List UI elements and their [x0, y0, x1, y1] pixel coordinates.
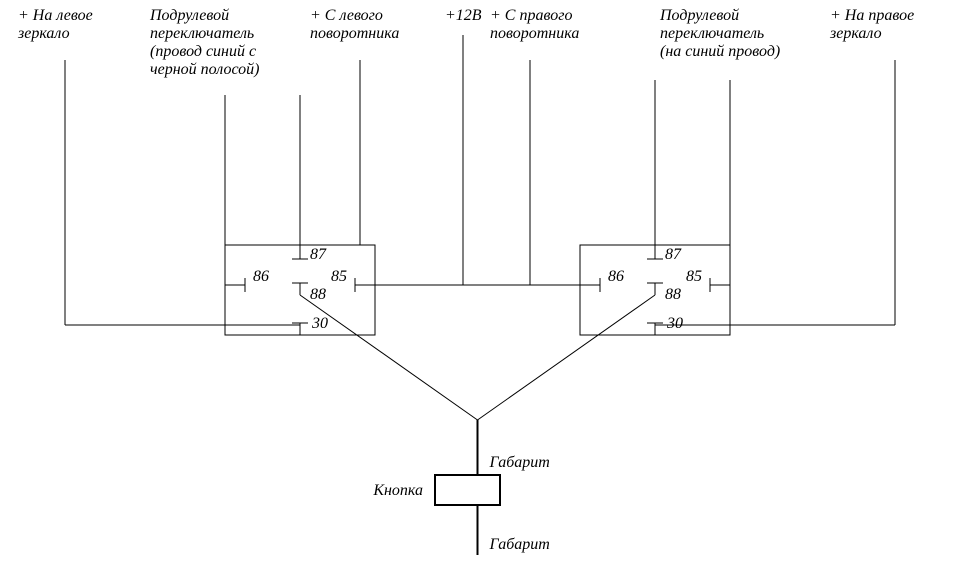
- relay-left-pin87: 87: [310, 246, 327, 263]
- relay-right-pin85: 85: [686, 268, 702, 285]
- label-stalk-left: переключатель: [150, 25, 254, 42]
- relay-left-pin85: 85: [331, 268, 347, 285]
- label-stalk-right: (на синий провод): [660, 43, 780, 60]
- relay-right-pin87: 87: [665, 246, 682, 263]
- label-right-mirror: + На правое: [830, 7, 914, 24]
- label-stalk-left: Подрулевой: [149, 7, 229, 24]
- label-stalk-right: переключатель: [660, 25, 764, 42]
- wiring-diagram: + На левоезеркалоПодрулевойпереключатель…: [0, 0, 960, 580]
- label-stalk-right: Подрулевой: [659, 7, 739, 24]
- relay-right-pin86: 86: [608, 268, 624, 285]
- label-12v: +12В: [445, 7, 482, 24]
- label-left-mirror: зеркало: [17, 25, 70, 42]
- relay-right-pin30: 30: [666, 315, 683, 332]
- label-left-mirror: + На левое: [18, 7, 93, 24]
- label-stalk-left: черной полосой): [150, 61, 259, 78]
- label-stalk-left: (провод синий с: [150, 43, 256, 60]
- label-left-turn: поворотника: [310, 25, 399, 42]
- label-right-turn: поворотника: [490, 25, 579, 42]
- label-gabarit-top: Габарит: [489, 454, 550, 471]
- relay-left-pin88: 88: [310, 286, 326, 303]
- relay-right-pin88: 88: [665, 286, 681, 303]
- relay-left-pin30: 30: [311, 315, 328, 332]
- label-knopka: Кнопка: [372, 482, 423, 499]
- relay-left-pin86: 86: [253, 268, 269, 285]
- label-gabarit-bottom: Габарит: [489, 536, 550, 553]
- label-left-turn: + С левого: [310, 7, 383, 24]
- label-right-mirror: зеркало: [829, 25, 882, 42]
- label-right-turn: + С правого: [490, 7, 572, 24]
